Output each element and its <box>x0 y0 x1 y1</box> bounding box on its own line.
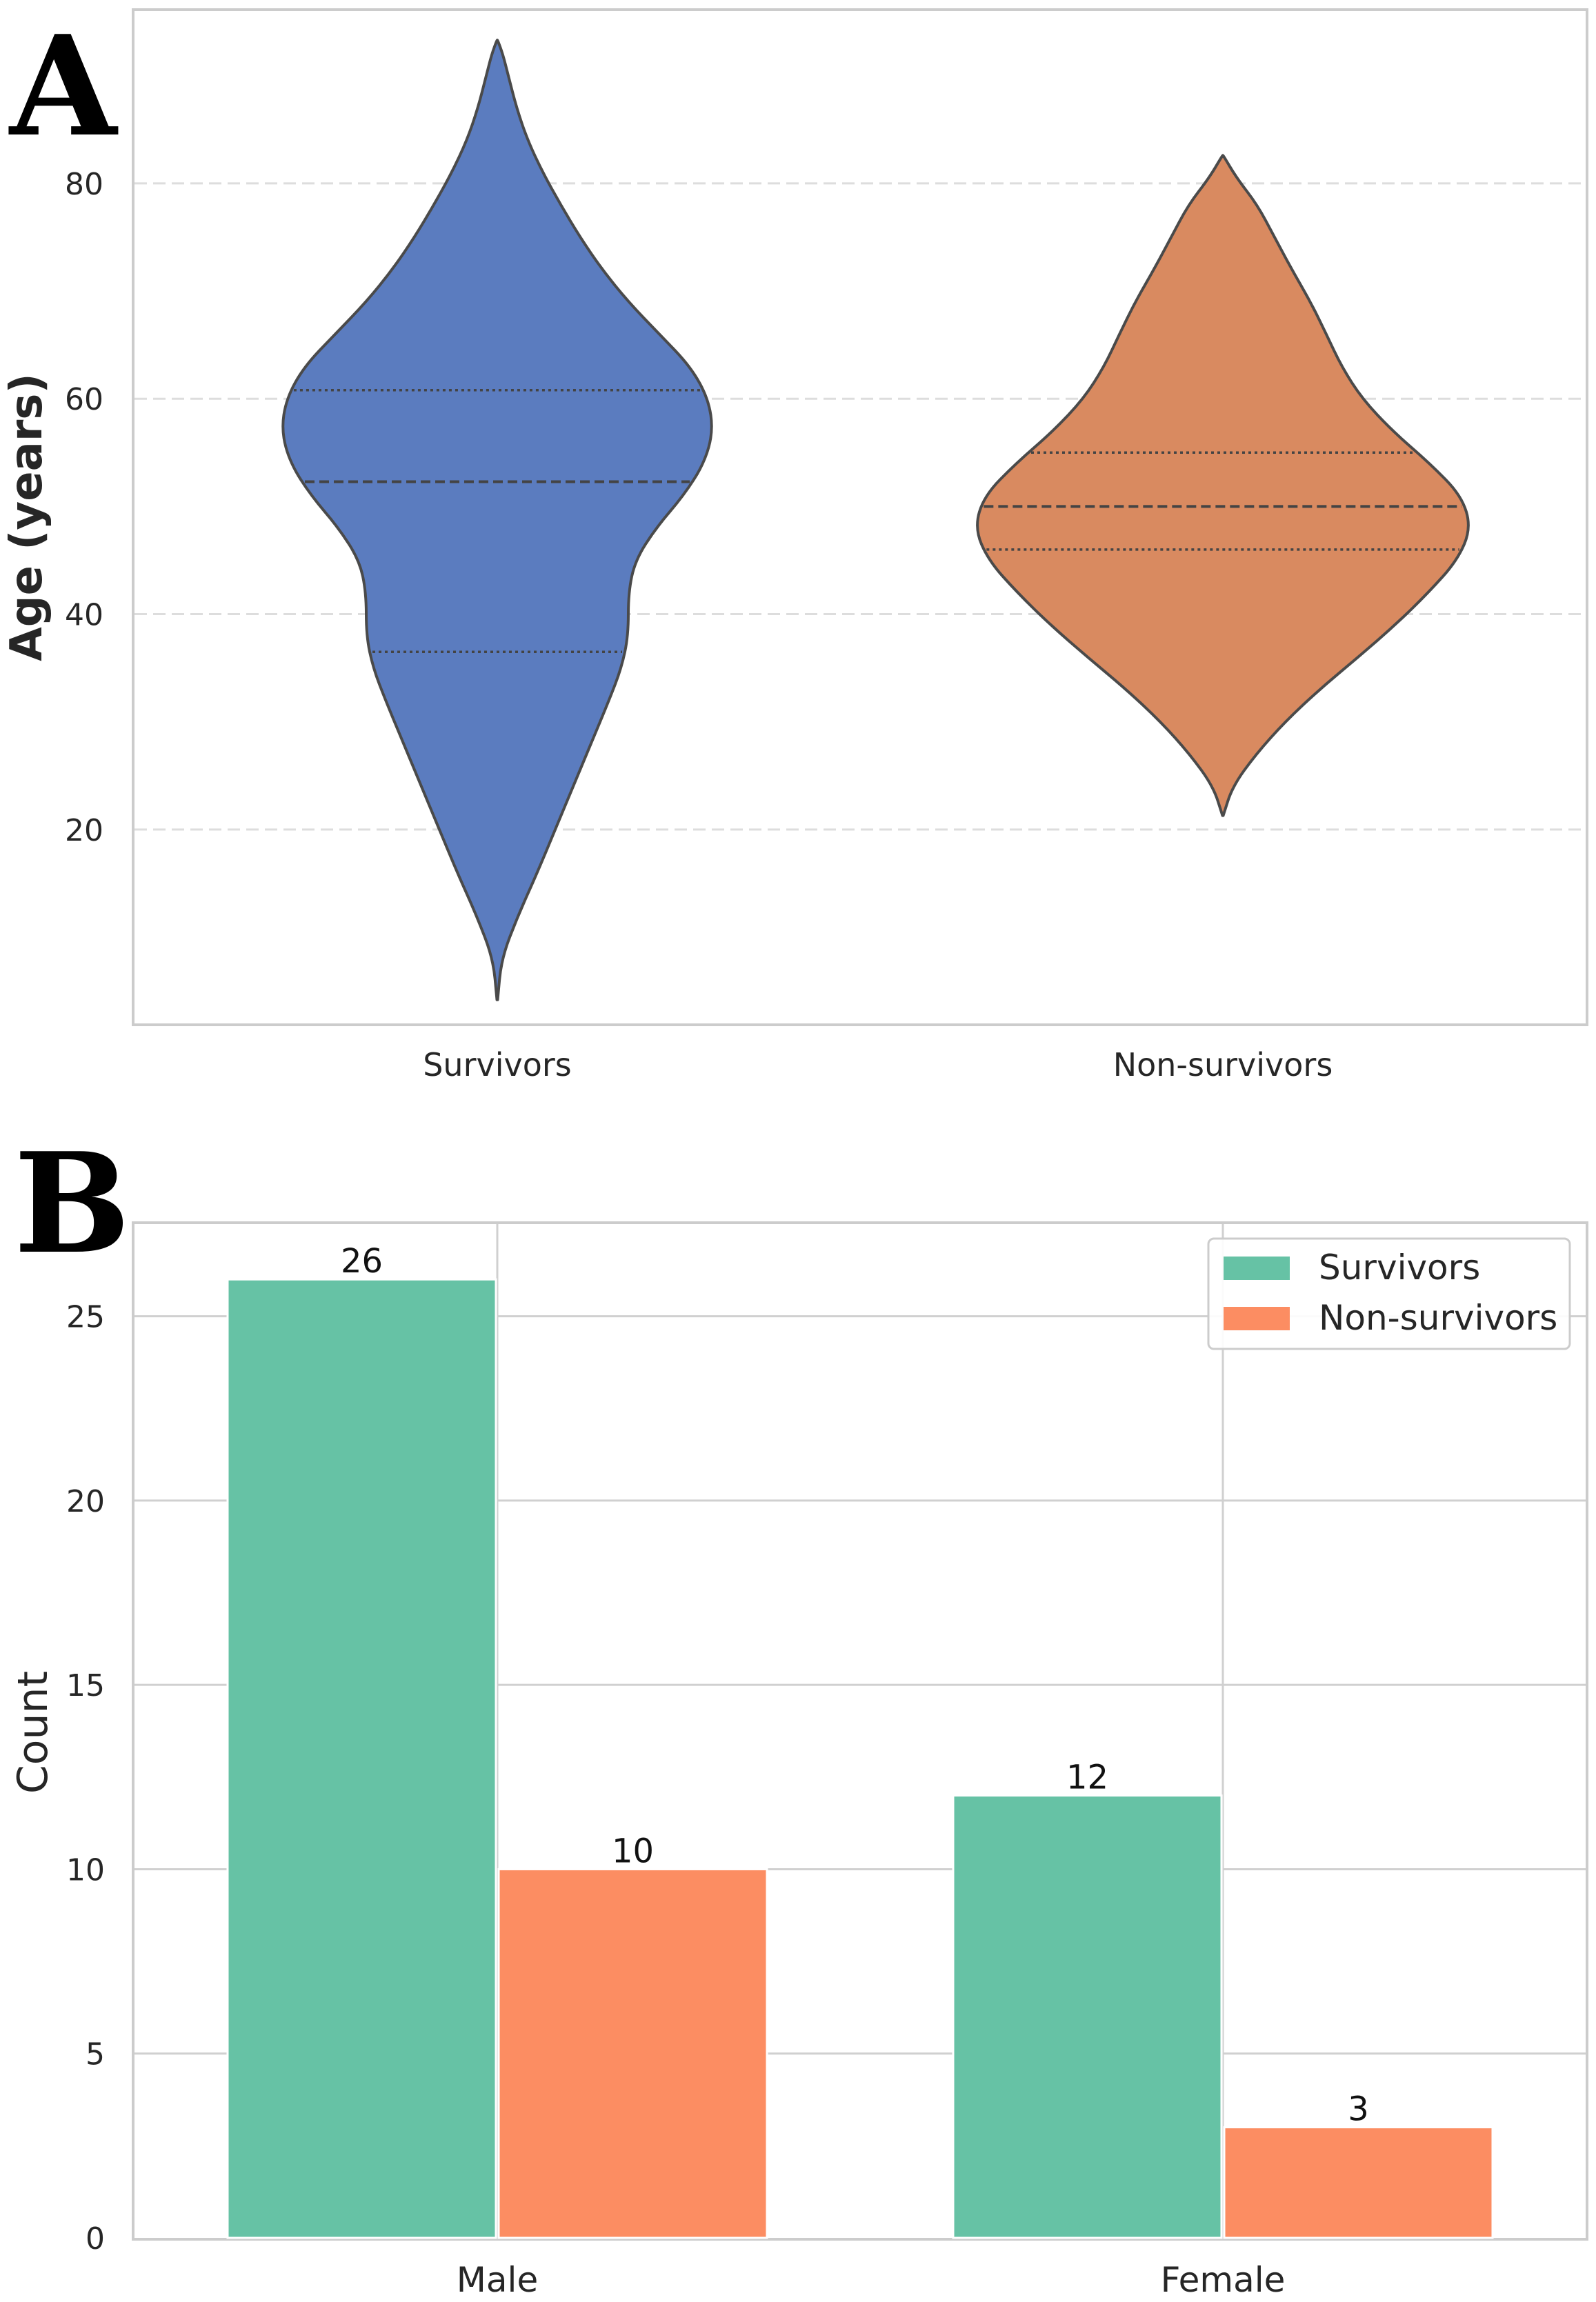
bar-female-survivors <box>952 1794 1223 2239</box>
panel-b-y-tick-25: 25 <box>66 1300 105 1335</box>
panel-b-y-ticks: 0 5 10 15 20 25 <box>66 1300 105 2256</box>
panel-b-y-tick-5: 5 <box>86 2037 105 2072</box>
panel-a-y-tick-80: 80 <box>65 167 103 202</box>
panel-a-x-ticks: Survivors Non-survivors <box>423 1046 1333 1083</box>
panel-b-bars <box>226 1278 1494 2239</box>
bar-male-non-survivors <box>497 1868 768 2239</box>
legend-label-non-survivors: Non-survivors <box>1319 1298 1557 1338</box>
legend-label-survivors: Survivors <box>1319 1248 1480 1288</box>
data-label-male-survivors: 26 <box>341 1242 383 1281</box>
panel-a-y-tick-20: 20 <box>65 813 103 848</box>
panel-a-violins <box>281 39 1470 1001</box>
bar-female-non-survivors <box>1223 2126 1494 2239</box>
panel-b: B 26 10 12 3 0 5 10 15 20 25 Male Female Count Su… <box>9 1123 1588 2300</box>
violin-non-survivors <box>976 154 1470 817</box>
legend-box <box>1207 1237 1571 1350</box>
panel-a-y-ticks: 20 40 60 80 <box>65 167 103 848</box>
panel-b-letter: B <box>14 1123 130 1285</box>
data-label-male-non-survivors: 10 <box>612 1832 654 1870</box>
panel-a-y-tick-40: 40 <box>65 598 103 633</box>
panel-a-x-tick-non-survivors: Non-survivors <box>1113 1046 1333 1083</box>
panel-b-y-axis-label: Count <box>9 1671 57 1794</box>
panel-a-y-axis-label: Age (years) <box>1 373 52 661</box>
data-label-female-non-survivors: 3 <box>1348 2090 1369 2129</box>
panel-b-x-ticks: Male Female <box>457 2260 1286 2300</box>
panel-a-letter: A <box>8 6 119 168</box>
panel-b-y-tick-20: 20 <box>66 1484 105 1519</box>
legend-swatch-survivors <box>1224 1257 1290 1280</box>
violin-survivors <box>281 39 713 1001</box>
panel-b-legend: Survivors Non-survivors <box>1207 1237 1571 1350</box>
data-label-female-survivors: 12 <box>1066 1759 1108 1797</box>
panel-b-data-labels: 26 10 12 3 <box>341 1242 1369 2128</box>
panel-b-y-tick-15: 15 <box>66 1668 105 1703</box>
legend-swatch-non-survivors <box>1224 1307 1290 1330</box>
bar-male-survivors <box>226 1278 497 2239</box>
panel-b-x-tick-female: Female <box>1161 2260 1286 2300</box>
panel-b-x-tick-male: Male <box>457 2260 538 2300</box>
panel-a-y-tick-60: 60 <box>65 382 103 417</box>
panel-a-x-tick-survivors: Survivors <box>423 1046 572 1083</box>
panel-a: A 20 40 60 80 Survivors Non-survivors Age (y… <box>1 6 1588 1083</box>
panel-b-y-tick-0: 0 <box>86 2221 105 2256</box>
panel-b-y-tick-10: 10 <box>66 1852 105 1888</box>
